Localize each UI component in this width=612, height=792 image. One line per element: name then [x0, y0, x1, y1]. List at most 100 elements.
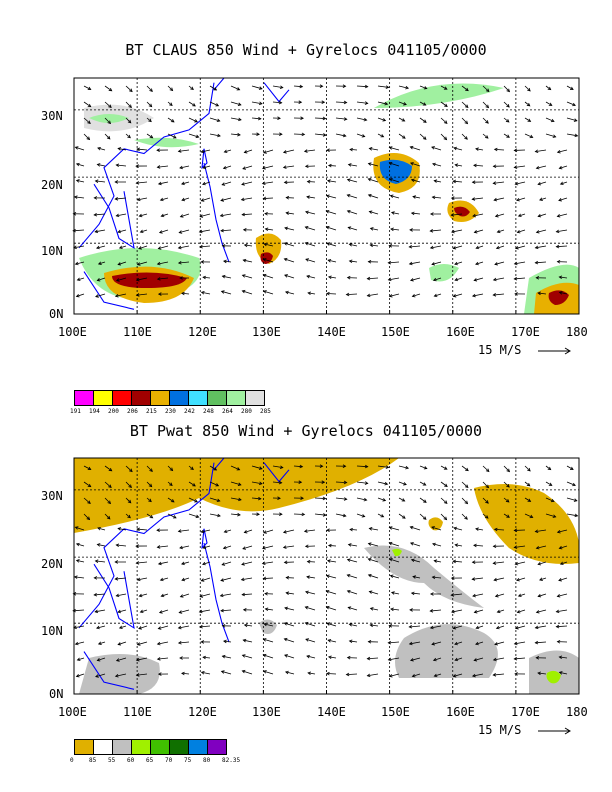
panel1-wind-arrow-264 — [74, 261, 85, 266]
panel1-ytick-20: 20N — [41, 178, 63, 192]
panel1-wind-arrow-97 — [97, 146, 106, 151]
panel1-wind-arrow-26 — [125, 101, 132, 109]
panel2-wind-arrow-158 — [367, 557, 379, 563]
panel1-wind-arrow-282 — [454, 261, 463, 266]
panel2-wind-arrow-188 — [493, 577, 505, 582]
panel2-wind-arrow-120 — [75, 542, 85, 547]
panel1-wind-arrow-62 — [377, 117, 387, 122]
panel2-wind-arrow-130 — [282, 545, 295, 549]
panel2-wind-arrow-228 — [325, 605, 337, 611]
panel1-wind-arrow-297 — [262, 273, 274, 279]
panel1-wind-arrow-152 — [241, 181, 253, 186]
panel2-xtick-100: 100E — [58, 705, 87, 719]
panel1-wind-arrow-220 — [158, 229, 169, 234]
panel1-wind-arrow-180 — [325, 194, 337, 199]
panel2-wind-arrow-17 — [440, 465, 448, 470]
panel2-legend-label-0: 0 — [70, 757, 74, 764]
panel2-wind-arrow-317 — [181, 671, 190, 676]
panel2-scale-label: 15 M/S — [478, 723, 522, 737]
panel2-wind-arrow-162 — [452, 559, 463, 564]
panel2-wind-arrow-193 — [93, 592, 106, 597]
panel2-wind-arrow-239 — [555, 609, 568, 614]
panel1-wind-arrow-60 — [335, 117, 348, 121]
panel1-coastline-2 — [83, 271, 135, 310]
panel1-wind-arrow-249 — [263, 242, 274, 247]
panel2-wind-arrow-103 — [223, 529, 232, 534]
panel2-wind-arrow-167 — [559, 561, 568, 566]
panel1-wind-arrow-144 — [75, 179, 85, 183]
panel1-wind-arrow-46 — [545, 101, 553, 106]
panel1-wind-arrow-158 — [367, 177, 379, 183]
panel2-wind-arrow-125 — [179, 545, 190, 550]
panel1-wind-arrow-17 — [440, 85, 448, 90]
panel1-wind-arrow-283 — [475, 261, 484, 266]
panel1-wind-arrow-233 — [429, 229, 442, 233]
panel2-wind-arrow-305 — [432, 657, 442, 662]
panel2-wind-arrow-133 — [347, 543, 358, 547]
panel2-coastline-5 — [201, 528, 208, 550]
panel2-legend-swatch-1 — [94, 739, 113, 755]
panel1-wind-arrow-123 — [135, 164, 148, 168]
panel2-wind-arrow-268 — [156, 641, 169, 646]
panel2-wind-arrow-173 — [181, 577, 190, 582]
panel1-wind-arrow-41 — [440, 101, 448, 108]
panel1-wind-arrow-312 — [75, 293, 85, 298]
panel2-wind-arrow-3 — [146, 465, 153, 472]
panel1-wind-arrow-160 — [410, 178, 421, 183]
panel1-legend — [74, 390, 265, 406]
panel2-wind-arrow-170 — [114, 577, 127, 581]
panel2-wind-arrow-257 — [429, 625, 442, 630]
panel1-legend-swatch-3 — [132, 390, 151, 406]
panel1-wind-arrow-289 — [96, 277, 106, 282]
panel1-wind-arrow-35 — [314, 100, 326, 104]
panel1-wind-arrow-110 — [368, 147, 379, 151]
panel2-wind-arrow-255 — [388, 624, 400, 628]
panel2-wind-arrow-156 — [326, 559, 337, 563]
panel2-wind-arrow-50 — [125, 497, 132, 504]
panel2-ytick-0: 0N — [49, 687, 64, 701]
panel2-wind-arrow-160 — [410, 558, 421, 563]
panel2-wind-arrow-186 — [450, 576, 463, 580]
panel2-wind-arrow-126 — [202, 545, 211, 550]
panel2-xtick-110: 110E — [123, 705, 152, 719]
panel2-wind-arrow-315 — [135, 673, 148, 677]
panel2-wind-arrow-213 — [517, 593, 526, 598]
panel2-wind-arrow-248 — [243, 623, 253, 628]
panel1-wind-arrow-91 — [482, 133, 489, 139]
panel1-wind-arrow-83 — [314, 133, 327, 137]
panel2-wind-arrow-89 — [440, 513, 448, 521]
panel2-wind-arrow-244 — [157, 625, 169, 630]
panel2-wind-arrow-171 — [136, 577, 148, 582]
panel2-wind-arrow-237 — [516, 609, 526, 614]
panel1-legend-label-5: 230 — [165, 408, 176, 415]
panel1-wind-arrow-319 — [220, 290, 232, 295]
panel2-wind-arrow-265 — [97, 641, 106, 645]
panel2-wind-arrow-274 — [283, 637, 295, 643]
panel1-wind-arrow-99 — [136, 147, 148, 152]
panel2-wind-arrow-37 — [356, 481, 369, 485]
panel1-wind-arrow-66 — [461, 117, 469, 125]
panel2-wind-arrow-62 — [377, 497, 387, 502]
panel2-wind-arrow-163 — [471, 560, 484, 564]
panel2-wind-arrow-44 — [503, 481, 510, 488]
panel1-wind-arrow-241 — [96, 245, 106, 250]
panel2-wind-arrow-301 — [346, 655, 358, 660]
panel2-wind-arrow-109 — [349, 527, 358, 532]
panel1-wind-arrow-134 — [367, 162, 379, 167]
panel1-wind-arrow-49 — [104, 117, 112, 125]
panel1-wind-arrow-103 — [223, 149, 232, 154]
panel1-wind-arrow-327 — [388, 293, 400, 298]
panel2-wind-arrow-23 — [566, 465, 574, 470]
panel1-legend-label-3: 206 — [127, 408, 138, 415]
panel1-wind-arrow-50 — [125, 117, 132, 124]
panel1-wind-arrow-119 — [556, 149, 568, 154]
panel2-wind-arrow-28 — [167, 481, 173, 486]
panel1-wind-arrow-150 — [202, 181, 211, 186]
panel1-shade-2 — [374, 83, 504, 108]
panel2-shade-5 — [79, 654, 160, 694]
panel2-wind-arrow-141 — [513, 545, 526, 549]
panel2-scale-arrow — [538, 727, 571, 735]
panel1-coastline-1 — [93, 183, 135, 250]
panel1-wind-arrow-189 — [516, 197, 526, 202]
panel2-coastline-2 — [83, 651, 135, 690]
